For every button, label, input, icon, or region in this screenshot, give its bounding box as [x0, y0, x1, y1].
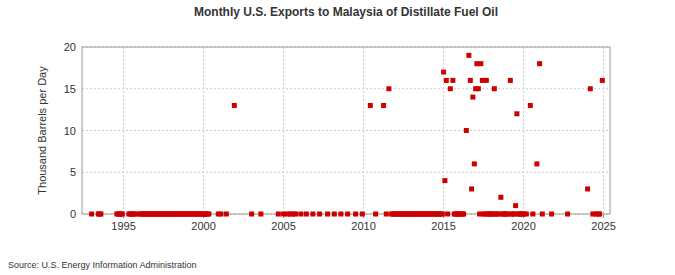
background	[0, 0, 675, 275]
data-point	[304, 212, 309, 217]
grid-line	[603, 47, 604, 214]
data-point	[89, 212, 94, 217]
data-point	[469, 186, 474, 191]
x-tick-label: 2025	[591, 220, 615, 232]
data-point	[445, 212, 450, 217]
data-point	[484, 78, 489, 83]
source-note: Source: U.S. Energy Information Administ…	[8, 260, 197, 270]
data-point	[585, 186, 590, 191]
data-point	[441, 70, 446, 75]
y-axis-label: Thousand Barrels per Day	[36, 66, 48, 195]
data-point	[492, 86, 497, 91]
y-tick-label: 0	[70, 208, 76, 220]
title: Monthly U.S. Exports to Malaysia of Dist…	[194, 5, 498, 19]
data-point	[332, 212, 337, 217]
data-point	[276, 212, 281, 217]
data-point	[325, 212, 330, 217]
data-point	[464, 128, 469, 133]
data-point	[588, 86, 593, 91]
grid-line	[523, 47, 524, 214]
data-point	[450, 78, 455, 83]
data-point	[384, 212, 389, 217]
data-point	[120, 212, 125, 217]
data-point	[317, 212, 322, 217]
data-point	[360, 212, 365, 217]
grid-line	[82, 130, 610, 131]
data-point	[386, 86, 391, 91]
data-point	[298, 212, 303, 217]
data-point	[498, 195, 503, 200]
data-point	[530, 212, 535, 217]
x-tick	[603, 214, 604, 218]
data-point	[249, 212, 254, 217]
data-point	[528, 103, 533, 108]
data-point	[508, 78, 513, 83]
data-point	[338, 212, 343, 217]
data-point	[448, 86, 453, 91]
y-tick-label: 20	[64, 41, 76, 53]
data-point	[368, 103, 373, 108]
data-point	[466, 53, 471, 58]
data-point	[345, 212, 350, 217]
data-point	[565, 212, 570, 217]
data-point	[98, 212, 103, 217]
data-point	[444, 78, 449, 83]
data-point	[600, 78, 605, 83]
data-point	[381, 103, 386, 108]
data-point	[461, 212, 466, 217]
data-point	[534, 161, 539, 166]
data-point	[472, 161, 477, 166]
data-point	[258, 212, 263, 217]
data-point	[440, 212, 445, 217]
x-tick-label: 2020	[511, 220, 535, 232]
grid-line	[363, 47, 364, 214]
grid-line	[82, 88, 610, 89]
x-tick-label: 2015	[431, 220, 455, 232]
x-tick-label: 2005	[271, 220, 295, 232]
y-tick-label: 5	[70, 166, 76, 178]
grid-line	[203, 47, 204, 214]
x-tick-label: 2000	[191, 220, 215, 232]
data-point	[373, 212, 378, 217]
y-tick-label: 10	[64, 125, 76, 137]
plot-frame	[82, 47, 610, 214]
data-point	[218, 212, 223, 217]
points	[89, 53, 605, 217]
x-tick-label: 2010	[351, 220, 375, 232]
data-point	[540, 212, 545, 217]
data-point	[310, 212, 315, 217]
grid-line	[283, 47, 284, 214]
data-point	[478, 61, 483, 66]
data-point	[524, 212, 529, 217]
data-point	[442, 178, 447, 183]
x-tick-label: 1995	[111, 220, 135, 232]
data-point	[353, 212, 358, 217]
data-point	[514, 111, 519, 116]
data-point	[468, 78, 473, 83]
grid-line	[123, 47, 124, 214]
data-point	[206, 212, 211, 217]
y-tick-label: 15	[64, 83, 76, 95]
data-point	[476, 86, 481, 91]
data-point	[293, 212, 298, 217]
data-point	[224, 212, 229, 217]
chart: Monthly U.S. Exports to Malaysia of Dist…	[0, 0, 675, 275]
data-point	[470, 95, 475, 100]
data-point	[597, 212, 602, 217]
data-point	[549, 212, 554, 217]
data-point	[232, 103, 237, 108]
data-point	[513, 203, 518, 208]
data-point	[537, 61, 542, 66]
grid-line	[82, 172, 610, 173]
